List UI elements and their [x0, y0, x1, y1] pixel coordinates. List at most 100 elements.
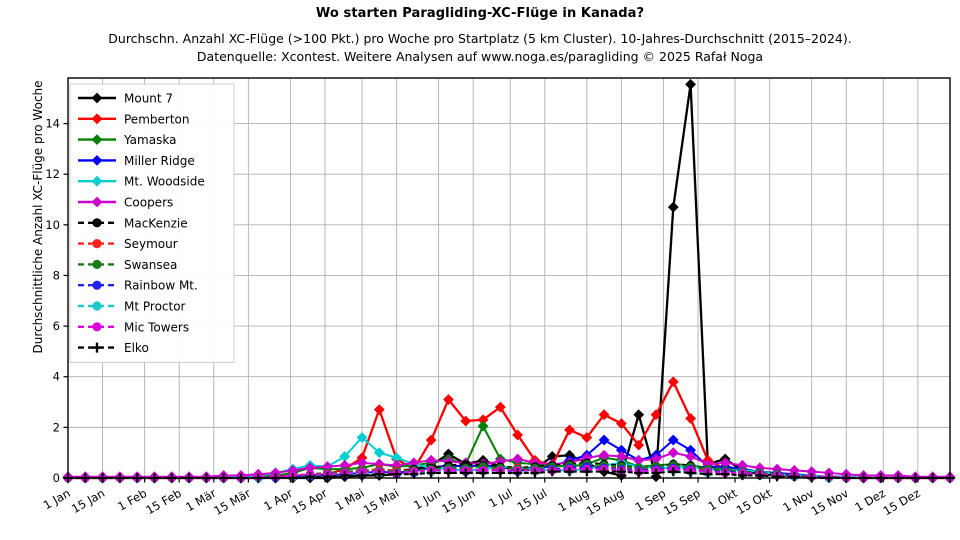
y-tick-label: 12 — [45, 167, 60, 181]
data-point-marker — [599, 467, 609, 477]
data-point-marker — [667, 376, 679, 388]
x-tick-label: 15 Okt — [734, 486, 775, 518]
x-tick-label: 15 Jun — [439, 486, 477, 516]
series-mt-woodside — [62, 432, 956, 484]
chart-subtitle: Durchschn. Anzahl XC-Flüge (>100 Pkt.) p… — [0, 30, 960, 66]
legend-label: Seymour — [124, 237, 178, 251]
legend-label: MacKenzie — [124, 216, 188, 230]
data-point-marker — [478, 468, 488, 478]
x-tick-label: 1 Mai — [333, 486, 367, 514]
data-point-marker — [443, 394, 454, 405]
data-point-marker — [667, 447, 679, 459]
x-tick-label: 15 Jan — [69, 486, 107, 516]
axis-frame — [67, 77, 951, 479]
data-point-marker — [634, 468, 644, 478]
data-point-marker — [582, 467, 592, 477]
legend-label: Mount 7 — [124, 92, 173, 106]
legend-marker — [91, 155, 103, 166]
data-point-marker — [460, 415, 472, 427]
legend-marker — [92, 342, 102, 353]
data-point-marker — [651, 468, 661, 478]
x-tick-label: 1 Jul — [486, 486, 515, 511]
data-point-marker — [530, 468, 540, 478]
legend-label: Pemberton — [124, 112, 189, 126]
data-point-marker — [703, 469, 713, 479]
legend-marker — [91, 92, 103, 104]
x-tick-label: 15 Aug — [584, 486, 626, 518]
x-tick-label: 1 Okt — [706, 486, 740, 514]
y-tick-label: 6 — [53, 319, 60, 333]
data-point-marker — [443, 468, 454, 478]
data-point-marker — [598, 434, 610, 446]
legend-label: Coopers — [124, 196, 173, 210]
data-point-marker — [616, 467, 627, 477]
data-point-marker — [650, 409, 662, 421]
y-axis-ticks: 0 2 4 6 8 10 12 14 — [45, 117, 68, 485]
data-point-marker — [373, 447, 385, 459]
data-point-marker — [685, 78, 697, 90]
legend-label: Miller Ridge — [124, 154, 195, 168]
x-tick-label: 1 Feb — [115, 486, 149, 514]
chart-subtitle-line2: Datenquelle: Xcontest. Weitere Analysen … — [196, 49, 764, 64]
legend-marker — [91, 113, 103, 125]
legend-marker — [92, 239, 102, 249]
data-point-marker — [685, 413, 697, 424]
x-tick-label: 15 Mai — [361, 486, 401, 517]
data-point-marker — [513, 468, 523, 478]
legend-marker — [91, 134, 103, 145]
x-tick-label: 1 Apr — [261, 486, 295, 514]
x-tick-label: 15 Mär — [211, 486, 253, 518]
data-point-marker — [789, 472, 799, 482]
data-point-marker — [668, 467, 678, 477]
data-point-marker — [425, 434, 437, 446]
plot-border — [67, 77, 951, 479]
x-tick-label: 1 Jan — [41, 486, 73, 512]
chart-subtitle-line1: Durchschn. Anzahl XC-Flüge (>100 Pkt.) p… — [108, 31, 852, 46]
data-point-marker — [564, 467, 575, 477]
legend-marker — [92, 259, 102, 269]
legend-marker — [92, 322, 102, 332]
y-tick-label: 14 — [45, 117, 60, 131]
series-line — [68, 380, 950, 480]
legend-label: Mt. Woodside — [124, 175, 205, 189]
chart-title: Wo starten Paragliding-XC-Flüge in Kanad… — [315, 6, 645, 21]
legend-marker — [91, 175, 103, 187]
data-point-marker — [305, 472, 315, 482]
data-point-marker — [409, 469, 419, 479]
legend-marker — [92, 301, 102, 311]
y-tick-label: 4 — [53, 370, 60, 384]
data-point-marker — [512, 429, 524, 441]
legend-marker — [91, 196, 103, 208]
legend-label: Mt Proctor — [124, 300, 186, 314]
data-point-marker — [633, 409, 645, 421]
data-point-marker — [356, 432, 368, 443]
data-point-marker — [581, 432, 593, 443]
series-line — [68, 451, 950, 478]
legend-label: Mic Towers — [124, 320, 189, 334]
data-point-marker — [564, 424, 575, 436]
legend-marker — [92, 218, 102, 228]
data-point-marker — [374, 469, 384, 479]
data-point-marker — [720, 469, 730, 479]
legend-label: Rainbow Mt. — [124, 279, 198, 293]
data-point-marker — [615, 418, 627, 429]
data-point-marker — [426, 468, 436, 478]
y-tick-label: 2 — [53, 420, 60, 434]
data-point-marker — [322, 472, 333, 482]
data-point-marker — [461, 468, 471, 478]
x-tick-label: 15 Dez — [881, 486, 923, 518]
x-tick-label: 15 Feb — [143, 486, 183, 517]
legend-label: Yamaska — [123, 133, 176, 147]
x-tick-label: 15 Jul — [515, 486, 550, 514]
data-point-marker — [685, 468, 696, 478]
x-tick-label: 15 Apr — [290, 486, 330, 517]
data-point-marker — [598, 409, 610, 421]
data-point-marker — [494, 401, 506, 413]
data-point-marker — [495, 468, 505, 478]
data-point-marker — [772, 472, 782, 482]
data-point-marker — [373, 404, 385, 416]
data-point-marker — [667, 434, 679, 446]
chart-legend: Mount 7 Pemberton Yamaska Miller Ridge Mt. W… — [69, 83, 235, 363]
